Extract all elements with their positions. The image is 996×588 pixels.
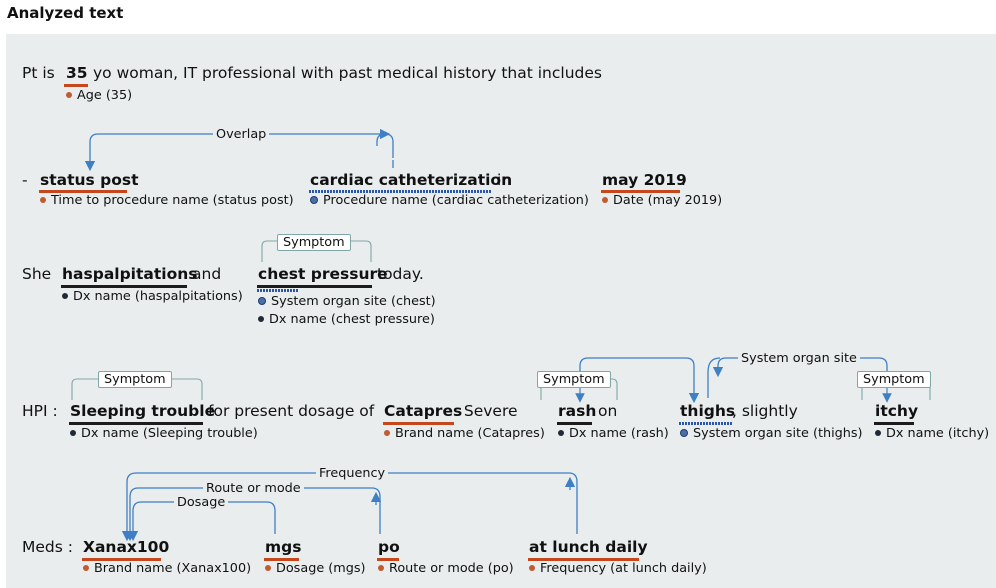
annotation-dot [558, 429, 564, 436]
entity-itchy[interactable]: itchy [875, 402, 919, 420]
text-severe: . Severe [454, 402, 518, 420]
text-line1-rest: yo woman, IT professional with past medi… [93, 64, 602, 82]
annotation-dot [40, 196, 46, 203]
annotation-dot [70, 429, 76, 436]
symptom-tag-rash: Symptom [537, 371, 611, 388]
annotation-chest-site: System organ site (chest) [258, 294, 436, 309]
underline-rash [557, 422, 592, 425]
annotation-status-post: Time to procedure name (status post) [40, 193, 294, 208]
entity-rash[interactable]: rash [558, 402, 597, 420]
underline-mgs [264, 558, 299, 561]
underline-age [64, 84, 88, 87]
annotation-dot [66, 91, 72, 98]
entity-date[interactable]: may 2019 [602, 171, 687, 189]
annotation-rash: Dx name (rash) [558, 426, 669, 441]
annotation-cardiac: Procedure name (cardiac catheterization) [310, 193, 589, 208]
entity-sleeping-trouble[interactable]: Sleeping trouble [70, 402, 216, 420]
annotation-mgs: Dosage (mgs) [265, 561, 366, 576]
annotation-dot [310, 195, 318, 204]
underline-status-post [39, 190, 127, 193]
entity-xanax100[interactable]: Xanax100 [83, 538, 170, 556]
underline-haspalpitations [61, 285, 187, 288]
annotation-date: Date (may 2019) [602, 193, 722, 208]
text-comma: , [639, 538, 644, 556]
annotation-dot [680, 428, 688, 437]
entity-catapres[interactable]: Catapres [384, 402, 463, 420]
relation-label-frequency: Frequency [316, 466, 389, 481]
text-period: . [681, 171, 686, 189]
text-in: in [497, 171, 512, 189]
entity-chest-pressure[interactable]: chest pressure [258, 265, 388, 283]
underline-date [601, 190, 680, 193]
symptom-tag-chest: Symptom [277, 234, 351, 251]
entity-haspalpitations[interactable]: haspalpitations [62, 265, 198, 283]
annotation-dot [62, 292, 68, 299]
annotation-haspalpitations: Dx name (haspalpitations) [62, 289, 243, 304]
annotation-dot [83, 564, 89, 571]
symptom-tag-itchy: Symptom [857, 371, 931, 388]
underline-catapres [383, 422, 454, 425]
underline-cardiac-catheterization [309, 190, 491, 193]
text-hpi: HPI : [22, 402, 58, 420]
entity-cardiac-catheterization[interactable]: cardiac catheterization [310, 171, 513, 189]
annotation-at-lunch-daily: Frequency (at lunch daily) [529, 561, 707, 576]
annotation-dot [265, 564, 271, 571]
entity-age[interactable]: 35 [66, 64, 88, 82]
text-today: today. [377, 265, 424, 283]
symptom-tag-sleeping: Symptom [98, 371, 172, 388]
text-dash: - [22, 171, 28, 189]
annotation-itchy: Dx name (itchy) [875, 426, 989, 441]
underline-po [377, 558, 399, 561]
relation-label-overlap: Overlap [213, 127, 270, 142]
annotation-dot [384, 429, 390, 436]
underline-thighs [679, 422, 732, 425]
text-meds: Meds : [22, 538, 73, 556]
annotation-dot [529, 564, 535, 571]
analyzed-text-panel [6, 34, 996, 588]
annotation-chest-dx: Dx name (chest pressure) [258, 312, 435, 327]
entity-thighs[interactable]: thighs [680, 402, 736, 420]
entity-po[interactable]: po [378, 538, 400, 556]
annotation-catapres: Brand name (Catapres) [384, 426, 545, 441]
relation-label-dosage: Dosage [174, 495, 229, 510]
underline-at-lunch-daily [528, 558, 639, 561]
annotation-dot [258, 296, 266, 305]
relation-label-system-organ-site: System organ site [738, 351, 860, 366]
annotation-po: Route or mode (po) [378, 561, 514, 576]
annotation-thighs: System organ site (thighs) [680, 426, 863, 441]
entity-mgs[interactable]: mgs [265, 538, 302, 556]
text-pt-is: Pt is [22, 64, 55, 82]
entity-status-post[interactable]: status post [40, 171, 139, 189]
text-slightly: , slightly [732, 402, 798, 420]
annotation-age: Age (35) [66, 88, 132, 103]
text-and: and [192, 265, 222, 283]
relation-label-route-or-mode: Route or mode [203, 481, 304, 496]
annotation-sleeping-trouble: Dx name (Sleeping trouble) [70, 426, 258, 441]
entity-at-lunch-daily[interactable]: at lunch daily [529, 538, 648, 556]
annotation-dot [602, 196, 608, 203]
underline-sleeping-trouble [69, 422, 203, 425]
section-title: Analyzed text [7, 4, 124, 22]
underline-chest-site [257, 289, 299, 292]
text-on: on [598, 402, 618, 420]
annotation-xanax100: Brand name (Xanax100) [83, 561, 251, 576]
text-present-dosage: for present dosage of [208, 402, 375, 420]
underline-chest-pressure [257, 285, 372, 288]
annotation-dot [875, 429, 881, 436]
underline-xanax100 [82, 558, 161, 561]
annotation-dot [378, 564, 384, 571]
annotation-dot [258, 315, 264, 322]
text-she: She [22, 265, 52, 283]
underline-itchy [874, 422, 914, 425]
